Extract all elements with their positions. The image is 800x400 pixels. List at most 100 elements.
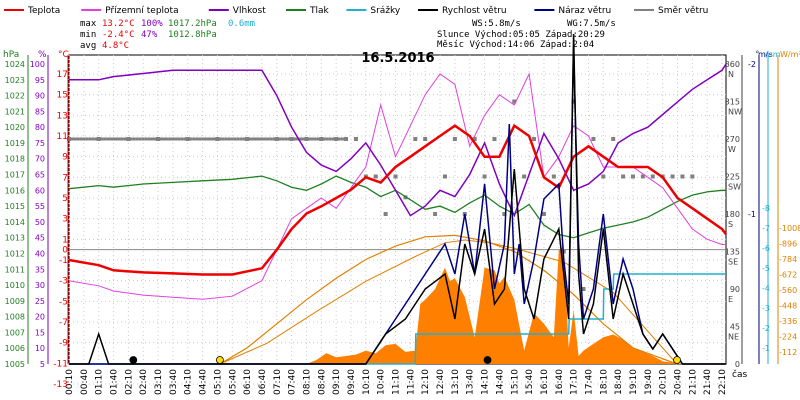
wind-direction-point (670, 174, 675, 179)
y-tick-pct: 55 (35, 202, 45, 211)
wind-direction-point (186, 137, 190, 141)
wind-direction-point (290, 137, 294, 141)
wind-direction-point (325, 137, 329, 141)
y-tick-pct: 45 (35, 234, 45, 243)
x-tick-label: 06:40 (258, 369, 268, 395)
x-tick-label: 08:10 (302, 369, 312, 395)
x-tick-label: 20:10 (659, 369, 669, 395)
y-tick-dir: 360 (725, 60, 740, 69)
wind-direction-point (293, 137, 297, 141)
y-tick-wm2: -336 (779, 317, 797, 326)
wind-direction-point (109, 137, 113, 141)
y-tick-dir-name: E (728, 295, 733, 304)
y-tick-degc: -5 (59, 297, 68, 307)
x-tick-label: 08:40 (317, 369, 327, 395)
unit-labels: hPa % °C ° m/s mm W/m² čas (3, 50, 800, 380)
x-tick-label: 05:10 (213, 369, 223, 395)
y-tick-degc: 5 (62, 194, 68, 204)
x-tick-label: 00:40 (80, 369, 90, 395)
wind-direction-point (114, 137, 118, 141)
wind-direction-point (132, 137, 136, 141)
legend-item: Srážky (346, 6, 401, 16)
y-tick-wm2: -784 (779, 255, 797, 264)
wind-direction-point (299, 137, 303, 141)
legend-label: Srážky (370, 6, 401, 16)
y-tick-mm: -1 (762, 344, 770, 353)
y-tick-pct: 65 (35, 171, 45, 180)
legend-item: Rychlost větru (418, 6, 507, 16)
x-tick-label: 02:10 (124, 369, 134, 395)
y-tick-pct: 75 (35, 139, 45, 148)
y-tick-degc: 13 (57, 111, 68, 121)
pressure-line (68, 175, 726, 239)
wind-direction-point (212, 137, 216, 141)
wind-direction-point (433, 212, 438, 216)
rain-line (69, 273, 726, 365)
x-tick-label: 15:10 (510, 369, 520, 395)
y-tick-hpa: 1021 (5, 107, 25, 116)
x-tick-label: 12:10 (421, 369, 431, 395)
wind-direction-point (94, 137, 98, 141)
wind-direction-point (522, 174, 527, 179)
wind-direction-point (129, 137, 133, 141)
sunrise-sunset-marker (215, 356, 224, 364)
wind-direction-point (532, 137, 537, 141)
wind-direction-point (611, 137, 616, 141)
legend-item: Vlhkost (208, 6, 266, 16)
wind-direction-point (100, 137, 104, 141)
y-tick-wm2: -672 (779, 271, 797, 280)
stats-max-press: 1017.2hPa (168, 19, 217, 29)
x-tick-label: 19:10 (629, 369, 639, 395)
wind-direction-point (281, 137, 285, 141)
wind-direction-point (591, 137, 596, 141)
x-tick-label: 14:10 (481, 369, 491, 395)
unit-mm: mm (765, 50, 781, 59)
wind-direction-point (180, 137, 184, 141)
wind-direction-point (316, 137, 320, 141)
wind-gust-info: WG:7.5m/s (567, 19, 616, 29)
wind-direction-point (502, 212, 507, 216)
y-tick-dir: 0 (735, 360, 740, 369)
y-tick-hpa: 1006 (5, 344, 25, 353)
wind-direction-point (512, 99, 517, 104)
y-tick-mm: -7 (762, 224, 770, 233)
wind-direction-point (138, 137, 142, 141)
y-tick-pct: 90 (35, 92, 45, 101)
y-tick-mm: -8 (762, 204, 770, 213)
unit-degc: °C (58, 50, 69, 60)
x-tick-label: 18:10 (599, 369, 609, 395)
y-tick-hpa: 1005 (5, 360, 25, 369)
unit-wm2: W/m² (780, 50, 800, 59)
wind-direction-point (171, 137, 175, 141)
wind-direction-point (79, 137, 83, 141)
wind-direction-point (201, 137, 205, 141)
legend-label: Směr větru (658, 6, 708, 16)
y-tick-hpa: 1015 (5, 202, 25, 211)
x-tick-label: 05:40 (228, 369, 238, 395)
y-tick-hpa: 1012 (5, 249, 25, 258)
y-tick-hpa: 1024 (5, 60, 25, 69)
y-tick-pct: 15 (35, 328, 45, 337)
wind-direction-point (551, 174, 556, 179)
unit-hpa: hPa (3, 50, 19, 60)
wind-direction-point (284, 137, 288, 141)
x-tick-label: 16:10 (540, 369, 550, 395)
y-tick-pct: 25 (35, 297, 45, 306)
wind-speed-line (69, 33, 726, 365)
wind-direction-point (287, 137, 291, 141)
y-tick-hpa: 1008 (5, 313, 25, 322)
y-tick-degc: -13 (53, 380, 68, 390)
x-tick-label: 15:40 (525, 369, 535, 395)
y-tick-degc: 9 (62, 153, 68, 163)
wind-direction-point (162, 137, 166, 141)
y-tick-hpa: 1016 (5, 186, 25, 195)
wind-direction-point (153, 137, 157, 141)
x-tick-label: 00:10 (65, 369, 75, 395)
y-tick-pct: 95 (35, 76, 45, 85)
wind-direction-point (91, 137, 95, 141)
y-tick-pct: 10 (35, 344, 45, 353)
x-tick-label: 06:10 (243, 369, 253, 395)
chart-title: 16.5.2016 (361, 51, 434, 66)
wind-direction-point (174, 137, 178, 141)
wind-direction-point (76, 137, 80, 141)
